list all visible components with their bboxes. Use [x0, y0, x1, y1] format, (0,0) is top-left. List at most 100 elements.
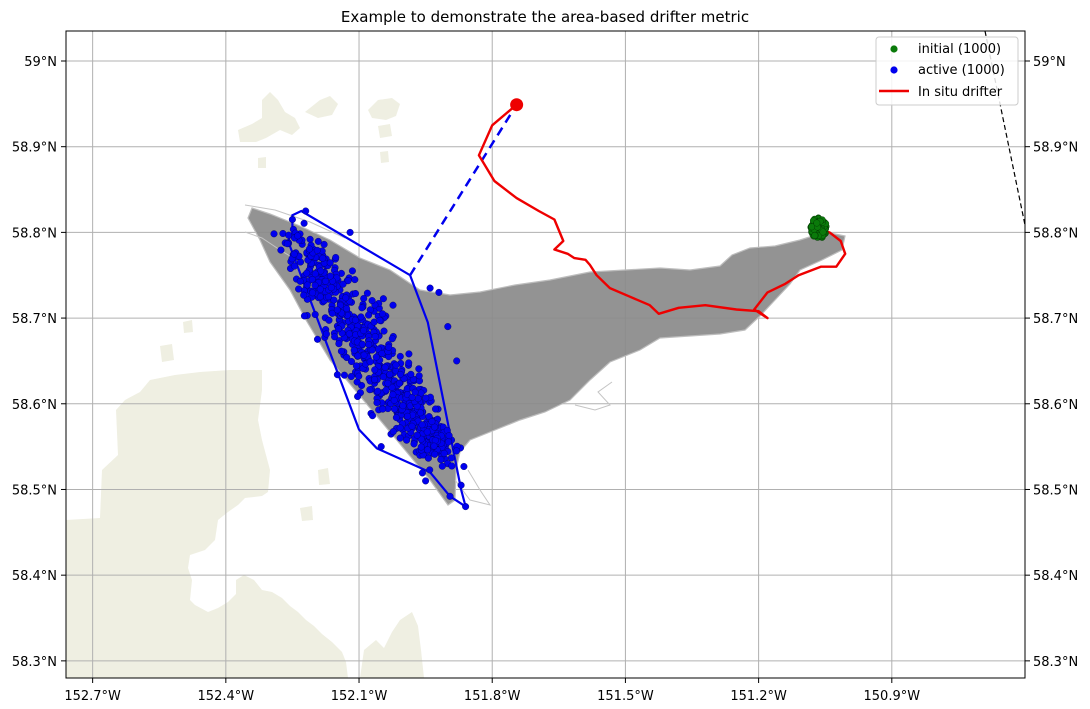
active-particle [389, 391, 397, 399]
active-particle [326, 272, 334, 280]
active-particle [313, 246, 321, 254]
active-particle [366, 358, 374, 366]
active-particle [363, 289, 371, 297]
active-particle [350, 346, 358, 354]
active-particle [303, 281, 311, 289]
x-axis-ticks: 152.7°W 152.4°W 152.1°W 151.8°W 151.5°W 151.2… [64, 678, 920, 704]
active-particle [288, 215, 296, 223]
legend-active-marker [890, 66, 898, 74]
active-particle [335, 340, 343, 348]
y-tick-label-left: 58.8°N [12, 226, 57, 241]
active-particle [270, 230, 278, 238]
active-particle [396, 424, 404, 432]
y-tick-label-right: 58.9°N [1033, 141, 1078, 156]
active-particle [343, 354, 351, 362]
active-particle [372, 353, 380, 361]
active-particle [423, 428, 431, 436]
active-particle [422, 477, 430, 485]
active-particle [413, 431, 421, 439]
land-north-c [368, 98, 400, 120]
active-particle [414, 395, 422, 403]
active-particle [325, 293, 333, 301]
active-particle [424, 446, 432, 454]
active-particle [379, 373, 387, 381]
active-particle [365, 341, 373, 349]
active-particle [396, 352, 404, 360]
active-particle [283, 240, 291, 248]
active-particle [424, 454, 432, 462]
active-particle [352, 362, 360, 370]
drifter-end-marker [510, 98, 524, 112]
active-particle [405, 359, 413, 367]
y-tick-label-left: 58.3°N [12, 655, 57, 670]
active-particle [348, 267, 356, 275]
active-particle [333, 306, 341, 314]
active-particle [346, 228, 354, 236]
initial-particle [813, 219, 821, 227]
x-tick-label: 152.1°W [331, 689, 388, 704]
active-particle [396, 434, 404, 442]
trajectory-outlier [454, 469, 492, 506]
active-particle [316, 293, 324, 301]
land-north-e [380, 151, 389, 163]
active-particle [344, 277, 352, 285]
active-particle [418, 421, 426, 429]
x-tick-label: 151.2°W [730, 689, 787, 704]
active-particle [302, 207, 310, 215]
in-situ-drifter-track [477, 103, 847, 320]
land-north-f [258, 157, 266, 168]
active-particle [368, 297, 376, 305]
active-particle [332, 253, 340, 261]
active-particle [330, 296, 338, 304]
active-particle [369, 412, 377, 420]
active-particle [438, 462, 446, 470]
active-particle [390, 396, 398, 404]
active-particle [462, 503, 470, 511]
active-particle [300, 219, 308, 227]
land-islet-b [160, 344, 174, 362]
active-particle [392, 414, 400, 422]
active-particle [379, 295, 387, 303]
active-particle [311, 311, 319, 319]
active-particle [382, 386, 390, 394]
legend-initial-label: initial (1000) [918, 42, 1001, 57]
legend-active-label: active (1000) [918, 63, 1005, 78]
x-tick-label: 151.8°W [464, 689, 521, 704]
land-southeast [360, 612, 424, 678]
active-particle [358, 304, 366, 312]
active-particle [430, 442, 438, 450]
active-particle [353, 378, 361, 386]
y-tick-label-left: 59°N [24, 55, 57, 70]
active-particle [343, 305, 351, 313]
active-particle [440, 449, 448, 457]
active-particle [396, 370, 404, 378]
active-particle [437, 456, 445, 464]
active-particle [360, 327, 368, 335]
land-north-a [238, 92, 300, 142]
active-particle [348, 358, 356, 366]
active-particle [354, 393, 362, 401]
active-particle [395, 379, 403, 387]
y-tick-label-right: 59°N [1033, 55, 1066, 70]
active-particle [384, 379, 392, 387]
active-particle [366, 386, 374, 394]
active-particle [389, 428, 397, 436]
land-layer [66, 92, 424, 678]
land-southwest [66, 370, 348, 678]
x-tick-label: 152.7°W [64, 689, 121, 704]
active-particle [337, 347, 345, 355]
initial-particles [807, 214, 830, 241]
active-particle [385, 343, 393, 351]
active-particle [294, 232, 302, 240]
y-axis-ticks-left: 58.3°N 58.4°N 58.5°N 58.6°N 58.7°N 58.8°N 58.9… [12, 55, 66, 670]
active-particle [352, 290, 360, 298]
y-tick-label-right: 58.7°N [1033, 312, 1078, 327]
y-tick-label-left: 58.6°N [12, 398, 57, 413]
hull-to-drifter-link [409, 104, 518, 276]
initial-particle [819, 228, 827, 236]
active-particle [379, 310, 387, 318]
active-particle [308, 276, 316, 284]
active-particle [296, 277, 304, 285]
y-tick-label-right: 58.6°N [1033, 398, 1078, 413]
active-particle [322, 330, 330, 338]
